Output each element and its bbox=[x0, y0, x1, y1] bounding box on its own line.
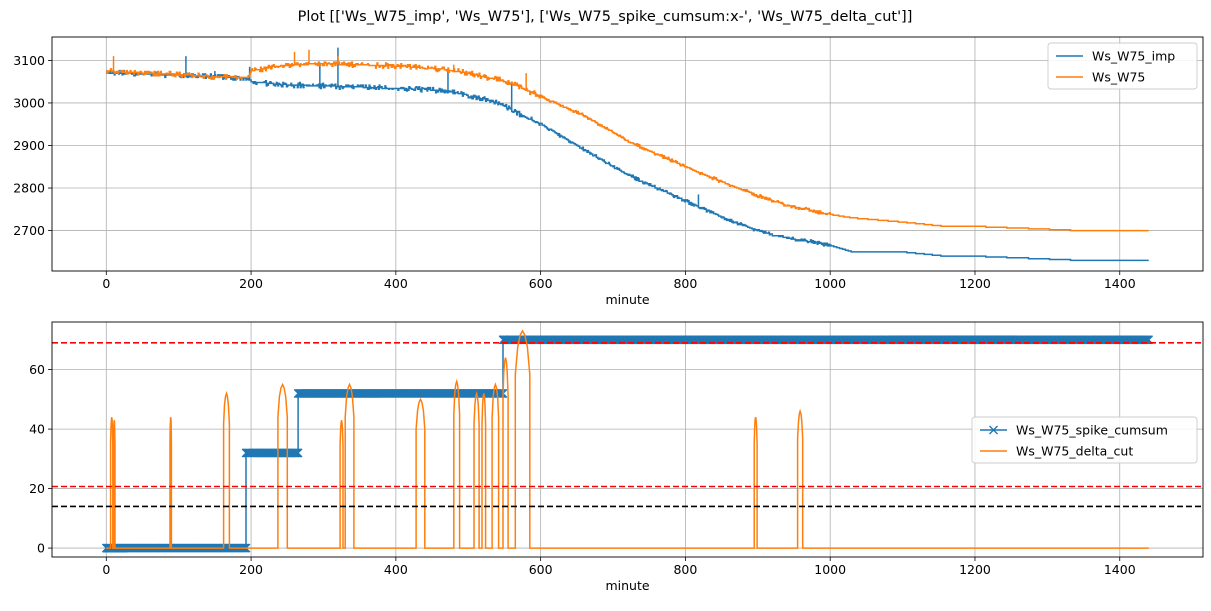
y-tick-label: 40 bbox=[29, 422, 45, 437]
x-tick-label: 1200 bbox=[959, 276, 991, 291]
legend-box bbox=[1047, 42, 1198, 90]
x-tick-label: 800 bbox=[673, 562, 697, 577]
plot-area bbox=[106, 47, 1149, 262]
x-tick-label: 600 bbox=[529, 276, 553, 291]
x-tick-label: 600 bbox=[529, 562, 553, 577]
x-tick-label: 1200 bbox=[959, 562, 991, 577]
top-plot: 0 200 400 600 800 1000 1200 1400 2700 2800 2900 300… bbox=[13, 36, 1204, 307]
figure-title: Plot [['Ws_W75_imp', 'Ws_W75'], ['Ws_W75… bbox=[298, 9, 913, 25]
y-tick-label: 3000 bbox=[13, 95, 45, 110]
legend: Ws_W75_spike_cumsum Ws_W75_delta_cut bbox=[971, 416, 1198, 464]
y-tick-label: 0 bbox=[37, 541, 45, 556]
x-tick-label: 200 bbox=[239, 276, 263, 291]
x-tick-label: 200 bbox=[239, 562, 263, 577]
x-tick-label: 400 bbox=[384, 562, 408, 577]
series-line-Ws_W75_spike_cumsum bbox=[106, 339, 1149, 549]
series-line-Ws_W75 bbox=[106, 61, 1149, 232]
legend-box bbox=[971, 416, 1198, 464]
legend-label: Ws_W75 bbox=[1092, 70, 1145, 85]
x-tick-label: 0 bbox=[102, 562, 110, 577]
x-axis-label: minute bbox=[605, 578, 649, 593]
legend-marker bbox=[989, 425, 998, 435]
series-line-Ws_W75_delta_cut bbox=[106, 329, 1149, 549]
x-tick-label: 800 bbox=[673, 276, 697, 291]
y-tick-label: 2900 bbox=[13, 138, 45, 153]
y-tick-label: 20 bbox=[29, 481, 45, 496]
y-tick-label: 3100 bbox=[13, 53, 45, 68]
x-tick-label: 0 bbox=[102, 276, 110, 291]
legend: Ws_W75_imp Ws_W75 bbox=[1047, 42, 1198, 90]
bottom-plot: 0 200 400 600 800 1000 1200 1400 0 20 40 60 minute Ws… bbox=[29, 321, 1204, 593]
axes-frame bbox=[51, 321, 1204, 558]
x-tick-label: 400 bbox=[384, 276, 408, 291]
y-tick-label: 2800 bbox=[13, 181, 45, 196]
y-tick-label: 60 bbox=[29, 362, 45, 377]
x-tick-label: 1400 bbox=[1104, 276, 1136, 291]
plot-area bbox=[52, 329, 1203, 553]
x-tick-label: 1000 bbox=[814, 276, 846, 291]
x-tick-label: 1400 bbox=[1104, 562, 1136, 577]
legend-label: Ws_W75_delta_cut bbox=[1016, 444, 1133, 459]
legend-label: Ws_W75_spike_cumsum bbox=[1016, 423, 1168, 438]
axes-frame bbox=[51, 36, 1204, 272]
series-line-Ws_W75_imp bbox=[106, 69, 1149, 262]
y-tick-label: 2700 bbox=[13, 223, 45, 238]
x-tick-label: 1000 bbox=[814, 562, 846, 577]
grid bbox=[52, 37, 1203, 271]
x-axis-label: minute bbox=[605, 292, 649, 307]
legend-label: Ws_W75_imp bbox=[1092, 49, 1175, 64]
